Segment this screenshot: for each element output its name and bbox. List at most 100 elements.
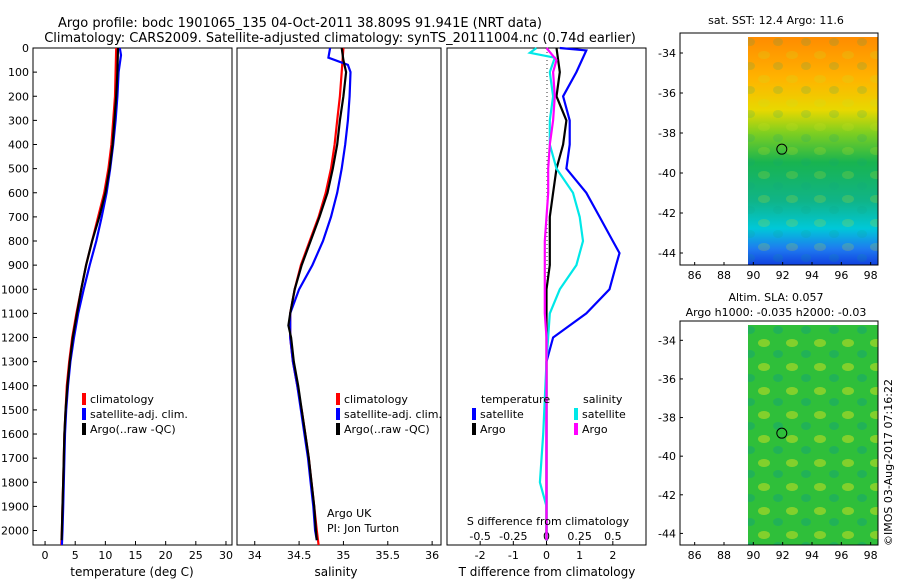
lon-tick-label: 98 (864, 269, 878, 282)
lat-tick-label: -38 (658, 127, 676, 140)
x-tick-label: 36 (425, 549, 439, 562)
series-line-t-argo (545, 47, 568, 541)
lat-tick-label: -36 (658, 373, 676, 386)
depth-tick-label: 1100 (1, 307, 29, 320)
depth-tick-label: 1500 (1, 404, 29, 417)
lat-tick-label: -40 (658, 167, 676, 180)
sla-map-subtitle: Argo h1000: -0.035 h2000: -0.03 (686, 306, 867, 319)
depth-tick-label: 100 (8, 66, 29, 79)
legend-climatology: climatology (90, 393, 154, 406)
salinity-x-ticks: 34 34.5 35 35.5 36 (248, 541, 439, 562)
temperature-axes-box (32, 47, 233, 546)
lon-tick-label: 94 (805, 269, 819, 282)
annotation-pi: PI: Jon Turton (327, 522, 399, 535)
depth-tick-label: 1400 (1, 380, 29, 393)
lat-tick-label: -44 (658, 247, 676, 260)
salinity-xlabel: salinity (314, 565, 357, 579)
sla-map-frame (679, 320, 879, 546)
series-line-satellite-adj-clim- (289, 47, 352, 541)
legend-swatch-s-satellite (574, 408, 578, 420)
lon-tick-label: 88 (717, 269, 731, 282)
s-tick-label: -0.25 (499, 530, 527, 543)
depth-tick-label: 1800 (1, 476, 29, 489)
temperature-x-ticks: 0 5 10 15 20 25 30 (42, 541, 233, 562)
lat-tick-label: -36 (658, 87, 676, 100)
x-tick-label: 20 (159, 549, 173, 562)
salinity-panel: 34 34.5 35 35.5 36 salinity climatology sate… (236, 47, 442, 579)
legend-satellite: satellite-adj. clim. (90, 408, 188, 421)
lon-tick-label: 94 (805, 549, 819, 562)
series-line-t-satellite (545, 46, 621, 541)
legend-swatch-argo (336, 423, 340, 435)
depth-tick-label: 700 (8, 211, 29, 224)
lon-tick-label: 92 (776, 549, 790, 562)
x-tick-label: 0 (543, 549, 550, 562)
legend-swatch-argo (82, 423, 86, 435)
sla-profile-location-marker (776, 427, 788, 439)
difference-xlabel-top: S difference from climatology (467, 515, 630, 528)
legend-swatch-t-argo (472, 423, 476, 435)
legend-t-satellite: satellite (480, 408, 524, 421)
difference-xlabel: T difference from climatology (458, 565, 636, 579)
series-line-climatology (289, 47, 345, 546)
legend-s-argo: Argo (582, 423, 608, 436)
lat-tick-label: -34 (658, 47, 676, 60)
x-tick-label: 35 (336, 549, 350, 562)
sla-texture (748, 325, 878, 545)
lon-tick-label: 92 (776, 269, 790, 282)
depth-tick-label: 200 (8, 90, 29, 103)
lon-tick-label: 98 (864, 549, 878, 562)
x-tick-label: 30 (219, 549, 233, 562)
annotation-argo-uk: Argo UK (327, 507, 372, 520)
lon-tick-label: 86 (688, 269, 702, 282)
x-tick-label: 10 (98, 549, 112, 562)
series-line-s-argo (543, 47, 558, 541)
x-tick-label: 35.5 (376, 549, 401, 562)
temperature-panel: 0100200300400500600700800900100011001200… (1, 42, 233, 579)
s-tick-label: 0.25 (567, 530, 592, 543)
depth-tick-label: 1600 (1, 428, 29, 441)
lon-tick-label: 86 (688, 549, 702, 562)
lat-tick-label: -34 (658, 334, 676, 347)
legend-satellite: satellite-adj. clim. (344, 408, 442, 421)
temperature-xlabel: temperature (deg C) (70, 565, 193, 579)
x-tick-label: 2 (609, 549, 616, 562)
depth-tick-label: 300 (8, 114, 29, 127)
s-tick-label: 0.5 (604, 530, 622, 543)
legend-swatch-satellite (336, 408, 340, 420)
x-tick-label: 5 (72, 549, 79, 562)
lat-tick-label: -42 (658, 489, 676, 502)
legend-temperature-heading: temperature (481, 393, 550, 406)
sst-map-title: sat. SST: 12.4 Argo: 11.6 (708, 14, 844, 27)
salinity-legend: climatology satellite-adj. clim. Argo(..… (336, 393, 442, 436)
legend-swatch-climatology (336, 393, 340, 405)
depth-tick-label: 1000 (1, 283, 29, 296)
sst-profile-location-marker (776, 143, 788, 155)
lat-tick-label: -44 (658, 527, 676, 540)
series-line-argo-raw-qc- (287, 47, 348, 541)
depth-tick-label: 600 (8, 187, 29, 200)
legend-salinity-heading: salinity (583, 393, 623, 406)
legend-swatch-climatology (82, 393, 86, 405)
legend-argo: Argo(..raw -QC) (344, 423, 430, 436)
depth-tick-label: 1200 (1, 332, 29, 345)
temperature-legend: climatology satellite-adj. clim. Argo(..… (82, 393, 188, 436)
sst-map-ticks: 86 88 90 92 94 96 98 -34 -36 -38 -40 -42 -44 (658, 47, 878, 282)
series-line-climatology (60, 47, 118, 546)
title-line-2: Climatology: CARS2009. Satellite-adjuste… (44, 31, 636, 46)
depth-tick-label: 0 (22, 42, 29, 55)
depth-tick-label: 400 (8, 139, 29, 152)
x-tick-label: -2 (475, 549, 486, 562)
s-tick-label: -0.5 (469, 530, 490, 543)
lon-tick-label: 90 (746, 549, 760, 562)
depth-tick-label: 1900 (1, 500, 29, 513)
x-tick-label: 34.5 (287, 549, 312, 562)
sst-map-panel: sat. SST: 12.4 Argo: 11.6 86 88 90 92 94 96 98… (658, 14, 879, 282)
difference-legend: temperature satellite Argo salinity sate… (472, 393, 626, 436)
depth-tick-label: 1700 (1, 452, 29, 465)
legend-swatch-t-satellite (472, 408, 476, 420)
lon-tick-label: 96 (834, 549, 848, 562)
imos-watermark: ©IMOS 03-Aug-2017 07:16:22 (882, 379, 895, 546)
x-tick-label: 15 (129, 549, 143, 562)
